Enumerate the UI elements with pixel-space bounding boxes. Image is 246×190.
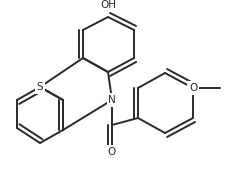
Text: S: S xyxy=(37,82,43,92)
Text: N: N xyxy=(108,95,116,105)
Text: OH: OH xyxy=(100,0,116,10)
Text: O: O xyxy=(108,147,116,157)
Text: O: O xyxy=(189,83,197,93)
